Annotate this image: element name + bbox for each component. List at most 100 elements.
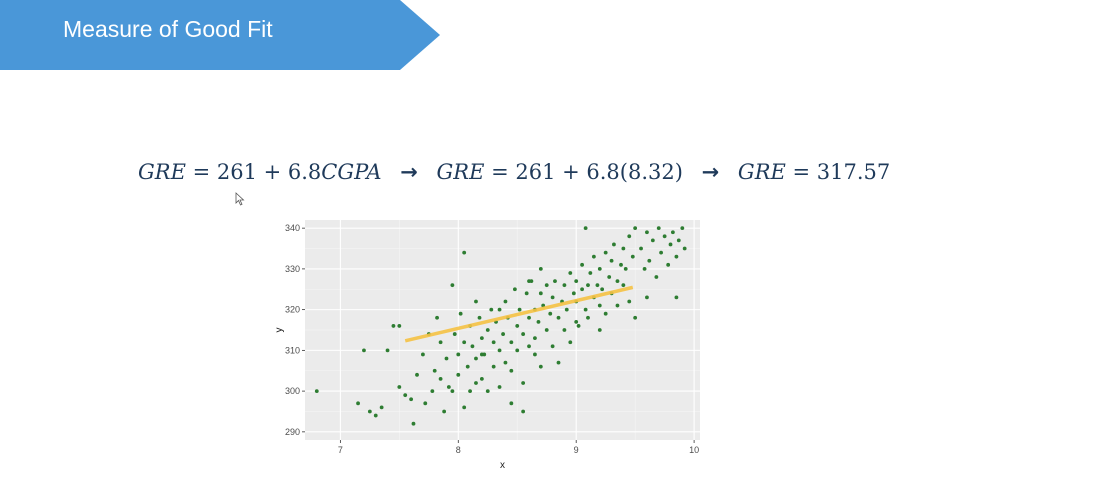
data-point xyxy=(521,381,526,385)
data-point xyxy=(503,299,508,304)
eq1-variable: CGPA xyxy=(321,160,382,184)
data-point xyxy=(527,279,531,284)
data-point xyxy=(597,328,602,332)
data-point xyxy=(462,405,467,410)
data-point xyxy=(462,250,467,255)
y-tick-label: 310 xyxy=(285,345,300,355)
data-point xyxy=(497,348,502,353)
data-point xyxy=(367,409,372,414)
data-point xyxy=(521,409,526,414)
data-point xyxy=(485,389,490,394)
data-point xyxy=(470,344,475,349)
data-point xyxy=(544,328,549,332)
data-point xyxy=(503,360,508,365)
data-point xyxy=(668,242,673,247)
data-point xyxy=(432,368,437,373)
data-point xyxy=(574,279,579,284)
data-point xyxy=(536,319,541,324)
data-point xyxy=(524,291,529,296)
scatter-chart: 7 8 9 10 290 300 310 320 330 340 x y xyxy=(274,220,700,470)
data-point xyxy=(438,376,443,381)
data-point xyxy=(597,303,602,308)
data-point xyxy=(607,275,612,279)
regression-equation: GRE = 261 + 6.8CGPA → GRE = 261 + 6.8(8.… xyxy=(138,160,890,184)
data-point xyxy=(645,230,649,235)
data-point xyxy=(548,311,553,316)
data-point xyxy=(409,397,414,402)
mouse-cursor-icon xyxy=(235,192,245,206)
data-point xyxy=(373,413,378,418)
data-point xyxy=(621,283,626,288)
data-point xyxy=(556,315,561,320)
data-point xyxy=(491,340,496,345)
data-point xyxy=(442,409,447,414)
arrow-icon: → xyxy=(400,160,418,184)
data-point xyxy=(521,332,526,336)
data-point xyxy=(538,291,543,296)
axis-ticks: 7 8 9 10 290 300 310 320 330 340 xyxy=(285,223,699,455)
data-point xyxy=(533,352,537,357)
data-point xyxy=(450,283,455,288)
y-tick-label: 300 xyxy=(285,386,300,396)
data-point xyxy=(485,328,490,332)
data-point xyxy=(630,254,635,259)
data-point xyxy=(509,340,514,345)
y-tick-label: 290 xyxy=(285,427,300,437)
data-point xyxy=(680,226,685,231)
data-point xyxy=(509,368,514,373)
data-point xyxy=(446,385,451,389)
data-point xyxy=(571,291,576,296)
data-point xyxy=(444,356,449,361)
data-point xyxy=(421,352,425,357)
data-point xyxy=(509,401,514,406)
data-point xyxy=(676,238,681,243)
data-point xyxy=(580,287,584,292)
data-points xyxy=(314,226,687,426)
data-point xyxy=(397,385,402,389)
data-point xyxy=(497,307,502,312)
y-tick-label: 320 xyxy=(285,305,300,315)
data-point xyxy=(397,324,402,328)
data-point xyxy=(423,401,428,406)
data-point xyxy=(627,234,632,239)
data-point xyxy=(597,266,602,271)
data-point xyxy=(479,336,484,341)
data-point xyxy=(435,315,439,320)
data-point xyxy=(556,360,561,365)
data-point xyxy=(588,271,593,275)
y-axis-label: y xyxy=(274,328,285,333)
slide-title: Measure of Good Fit xyxy=(63,16,273,42)
data-point xyxy=(564,307,569,312)
data-point xyxy=(609,258,614,263)
data-point xyxy=(430,389,435,394)
data-point xyxy=(627,299,632,304)
data-point xyxy=(645,295,649,300)
data-point xyxy=(642,266,647,271)
data-point xyxy=(538,364,543,369)
grid-lines xyxy=(305,220,700,440)
x-tick-label: 8 xyxy=(456,445,461,455)
data-point xyxy=(544,283,549,288)
data-point xyxy=(595,283,600,288)
title-banner xyxy=(0,0,440,70)
data-point xyxy=(615,303,620,308)
data-point xyxy=(462,340,467,345)
data-point xyxy=(562,328,567,332)
data-point xyxy=(385,348,390,353)
data-point xyxy=(450,389,455,394)
data-point xyxy=(438,340,443,345)
data-point xyxy=(456,372,461,377)
eq3-lhs: GRE xyxy=(737,160,786,184)
data-point xyxy=(356,401,360,406)
y-tick-label: 340 xyxy=(285,223,300,233)
data-point xyxy=(674,295,679,300)
data-point xyxy=(474,299,478,304)
data-point xyxy=(550,344,555,349)
data-point xyxy=(670,230,675,235)
data-point xyxy=(574,319,579,324)
data-point xyxy=(682,246,687,251)
data-point xyxy=(603,250,608,255)
data-point xyxy=(639,246,643,251)
data-point xyxy=(647,258,652,263)
data-point xyxy=(619,262,623,267)
